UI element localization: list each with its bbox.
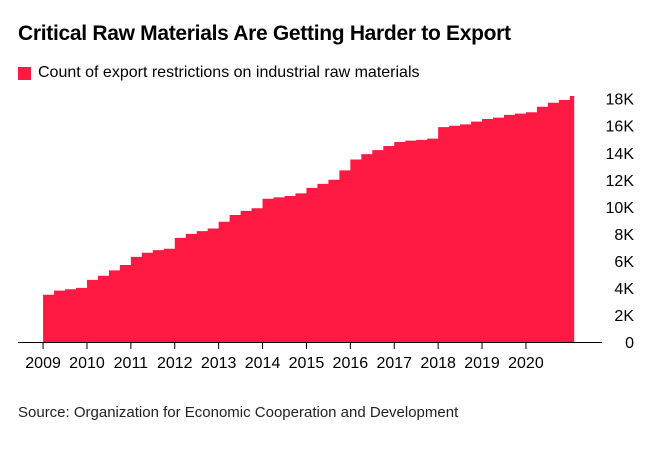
source-note: Source: Organization for Economic Cooper… xyxy=(18,404,459,421)
y-tick-label: 8K xyxy=(614,227,634,244)
legend-label: Count of export restrictions on industri… xyxy=(38,64,420,81)
y-tick-label: 6K xyxy=(614,254,634,271)
x-tick-label: 2019 xyxy=(464,355,500,372)
x-tick-label: 2020 xyxy=(508,355,544,372)
x-axis: 2009 2010 2011 2012 2013 2014 2015 2016 2017 2018… xyxy=(25,342,544,372)
y-tick-label: 14K xyxy=(606,146,635,163)
y-tick-label: 0 xyxy=(625,335,634,352)
y-tick-label: 4K xyxy=(614,281,634,298)
legend-swatch xyxy=(18,66,31,80)
y-tick-label: 10K xyxy=(606,200,635,217)
x-tick-label: 2016 xyxy=(333,355,369,372)
legend: Count of export restrictions on industri… xyxy=(18,64,420,82)
x-tick-label: 2009 xyxy=(25,355,61,372)
x-tick-label: 2010 xyxy=(69,355,105,372)
plot-area xyxy=(43,96,575,342)
y-tick-label: 12K xyxy=(606,173,635,190)
x-tick-label: 2017 xyxy=(376,355,412,372)
x-tick-label: 2018 xyxy=(420,355,456,372)
x-tick-label: 2012 xyxy=(157,355,193,372)
x-tick-label: 2011 xyxy=(114,355,149,372)
x-tick-label: 2014 xyxy=(245,355,281,372)
x-tick-label: 2013 xyxy=(201,355,237,372)
chart-title: Critical Raw Materials Are Getting Harde… xyxy=(18,22,511,45)
y-tick-label: 18K xyxy=(606,92,635,109)
series-area xyxy=(43,96,575,342)
y-tick-label: 16K xyxy=(606,119,635,136)
x-tick-label: 2015 xyxy=(289,355,325,372)
y-tick-label: 2K xyxy=(614,308,634,325)
y-axis: 0 2K 4K 6K 8K 10K 12K 14K 16K 18K xyxy=(606,92,635,352)
